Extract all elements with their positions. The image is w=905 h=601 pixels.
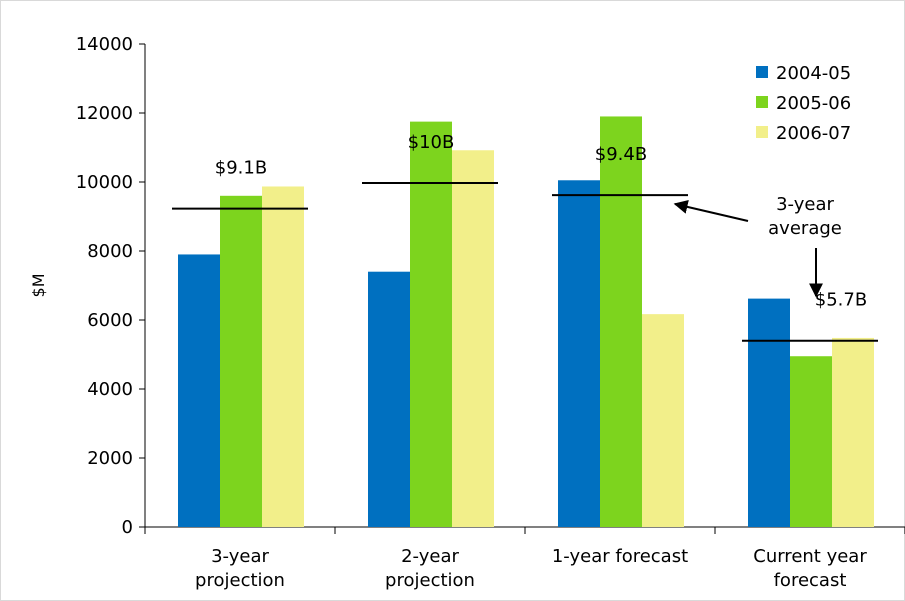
bar (410, 121, 452, 527)
bar (600, 116, 642, 527)
y-tick-label: 2000 (87, 448, 133, 469)
legend-label: 2006-07 (776, 123, 851, 144)
bars (178, 116, 874, 528)
bar (558, 180, 600, 527)
annotation-label: 3-year average (768, 194, 842, 239)
average-lines: $9.1B $10B $9.4B $5.7B (172, 132, 878, 342)
x-category-label: Current year forecast (753, 546, 867, 591)
bar (832, 337, 874, 527)
bar (748, 298, 790, 527)
y-tick-label: 4000 (87, 379, 133, 400)
y-tick-label: 6000 (87, 310, 133, 331)
bar (220, 195, 262, 528)
annotation: 3-year average (673, 194, 842, 298)
axes: 0 2000 4000 6000 8000 10000 12000 14000 $M 3-year… (29, 34, 905, 591)
bar (178, 254, 220, 527)
average-label: $9.1B (215, 158, 267, 179)
x-category-label: 1-year forecast (552, 546, 688, 567)
average-label: $5.7B (815, 290, 867, 311)
bar (452, 150, 494, 527)
y-tick-label: 0 (122, 517, 133, 538)
bar (262, 186, 304, 528)
x-category-label: 2-year projection (385, 546, 475, 591)
legend-label: 2005-06 (776, 93, 851, 114)
average-label: $10B (408, 132, 455, 153)
y-tick-label: 12000 (76, 103, 133, 124)
y-tick-label: 14000 (76, 34, 133, 55)
x-category-label: 3-year projection (195, 546, 285, 591)
legend-swatch (756, 66, 768, 78)
legend: 2004-05 2005-06 2006-07 (756, 63, 851, 144)
y-tick-label: 10000 (76, 172, 133, 193)
annotation-arrow (673, 200, 749, 222)
average-label: $9.4B (595, 144, 647, 165)
bar (790, 356, 832, 527)
legend-swatch (756, 126, 768, 138)
bar (642, 314, 684, 527)
bar (368, 271, 410, 527)
y-tick-label: 8000 (87, 241, 133, 262)
legend-label: 2004-05 (776, 63, 851, 84)
legend-swatch (756, 96, 768, 108)
y-axis-label: $M (29, 274, 48, 298)
